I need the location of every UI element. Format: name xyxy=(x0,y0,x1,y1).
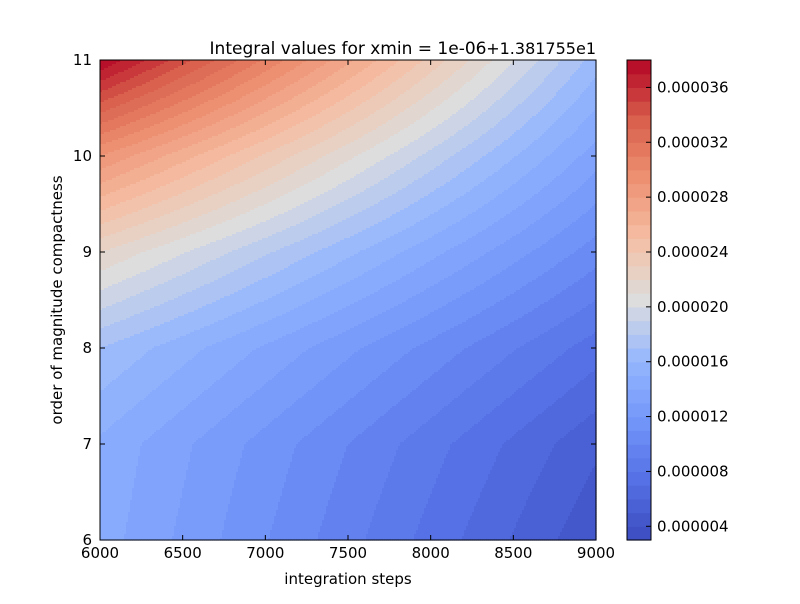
plot-area xyxy=(100,60,597,541)
offset-label: +1.381755e1 xyxy=(486,39,596,58)
chart-title: Integral values for xmin = 1e-06 xyxy=(210,39,487,59)
